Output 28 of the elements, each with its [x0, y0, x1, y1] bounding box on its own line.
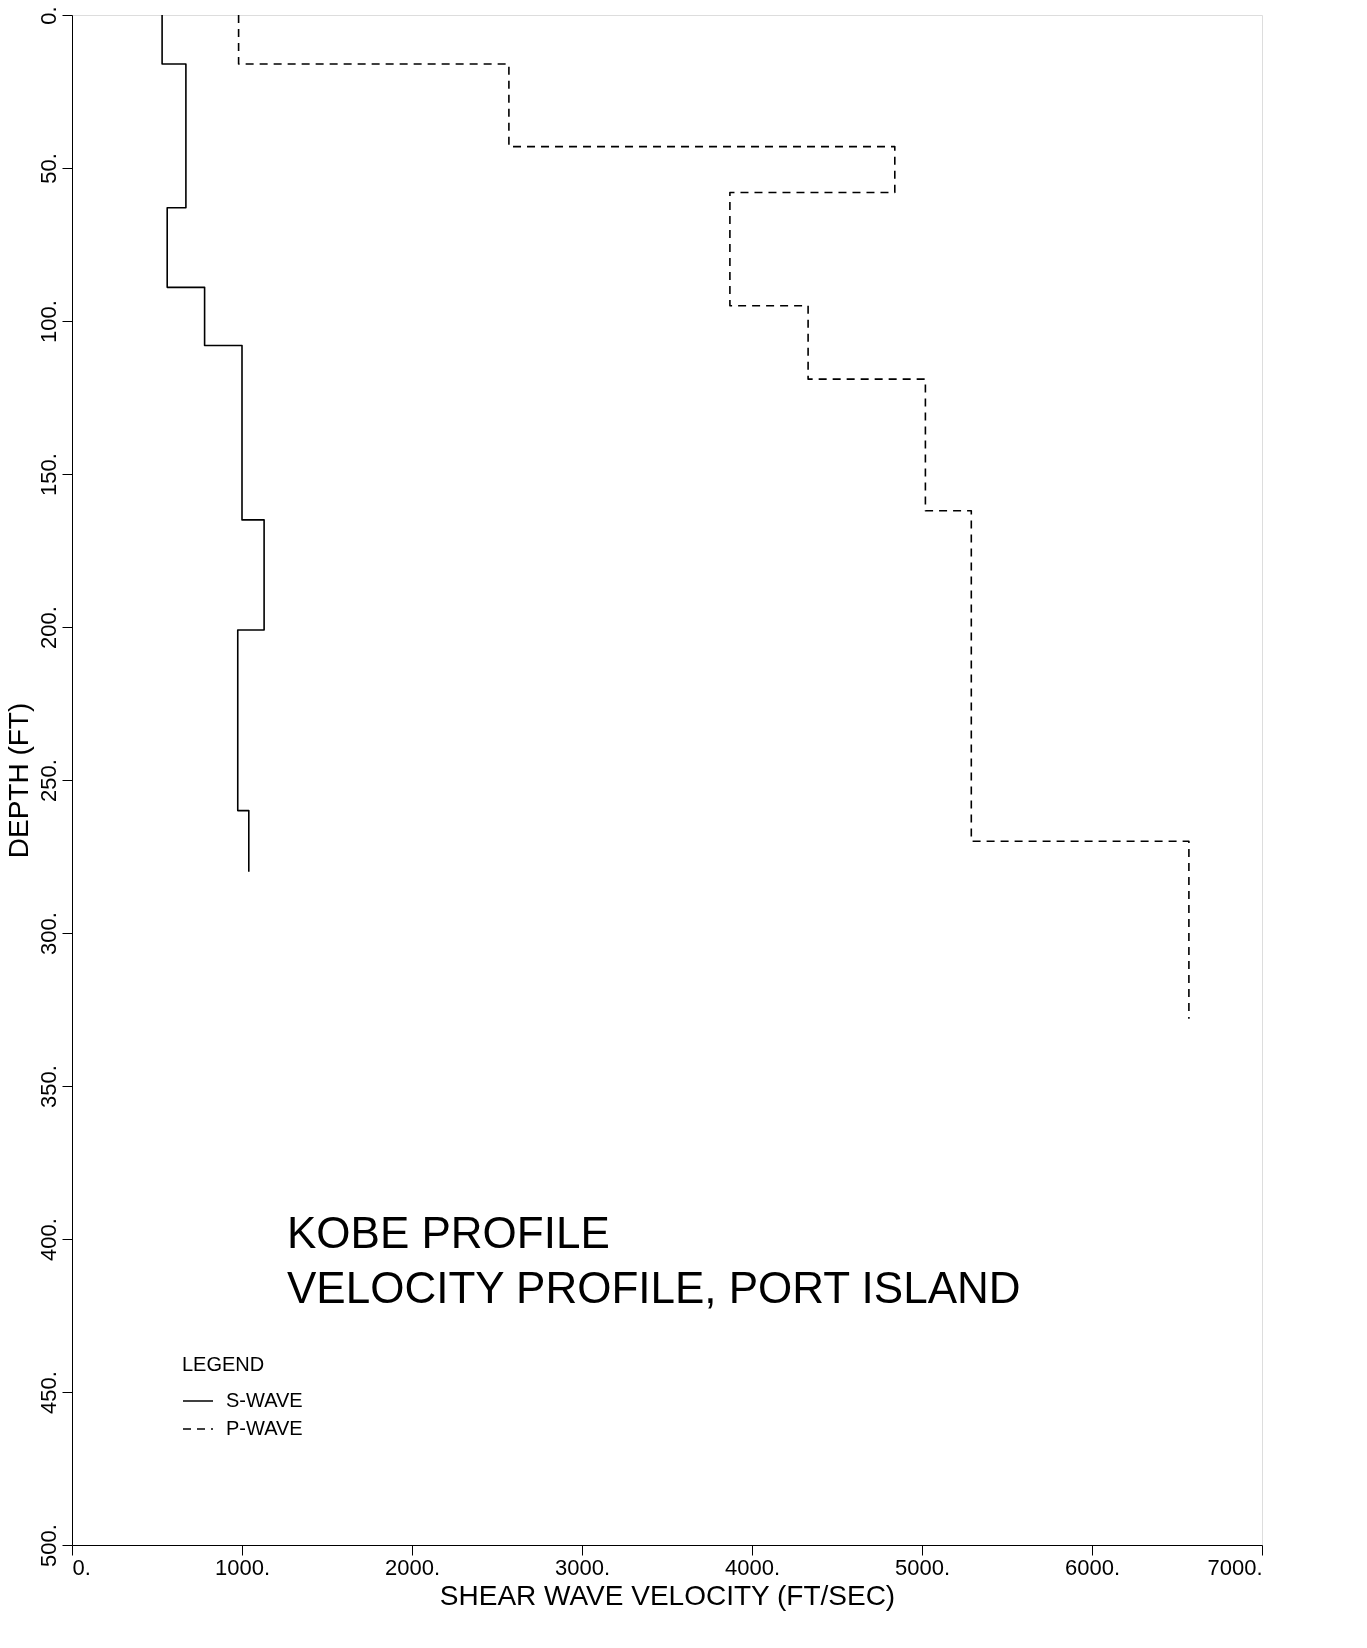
legend-title: LEGEND: [182, 1353, 265, 1375]
x-axis-title: SHEAR WAVE VELOCITY (FT/SEC): [439, 1579, 896, 1611]
y-tick-label: 150.: [35, 453, 61, 496]
y-tick-label: 450.: [35, 1371, 61, 1414]
y-tick-label: 50.: [35, 153, 61, 184]
legend-label: S-WAVE: [226, 1389, 303, 1411]
line-series: [237, 14, 1190, 1020]
x-tick-label: 1000.: [214, 1554, 271, 1580]
y-tick-label: 250.: [35, 759, 61, 802]
x-tick-label: 2000.: [384, 1554, 441, 1580]
x-tick-label: 5000.: [894, 1554, 951, 1580]
text: VELOCITY PROFILE, PORT ISLAND: [287, 1263, 1021, 1312]
y-tick-label: 200.: [35, 606, 61, 649]
x-tick-label: 4000.: [724, 1554, 781, 1580]
y-tick-label: 300.: [35, 912, 61, 955]
y-tick-label: 0.: [35, 6, 61, 25]
x-tick-label: 0.: [72, 1554, 91, 1580]
x-tick-label: 7000.: [1207, 1554, 1263, 1580]
line-series: [161, 14, 265, 873]
y-tick-label: 400.: [35, 1218, 61, 1261]
x-tick-label: 6000.: [1064, 1554, 1121, 1580]
y-axis-title: DEPTH (FT): [2, 702, 34, 859]
y-tick-label: 350.: [35, 1065, 61, 1108]
x-tick-label: 3000.: [554, 1554, 611, 1580]
y-tick-label: 100.: [35, 300, 61, 343]
y-tick-label: 500.: [35, 1524, 61, 1567]
legend-label: P-WAVE: [226, 1417, 303, 1439]
text: KOBE PROFILE: [287, 1208, 610, 1257]
